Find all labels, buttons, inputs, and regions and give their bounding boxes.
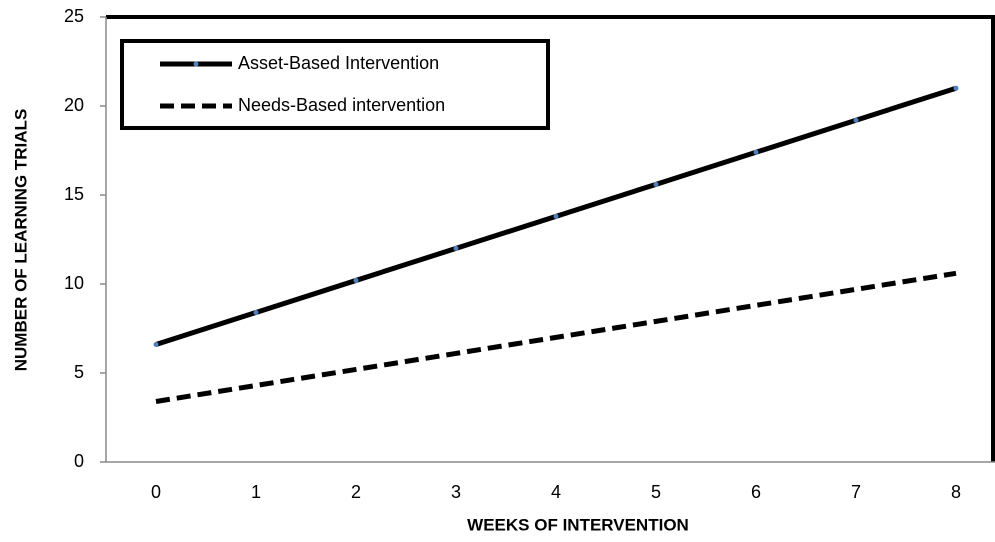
x-tick-label: 3 — [451, 482, 461, 502]
y-axis-label: NUMBER OF LEARNING TRIALS — [11, 109, 30, 372]
point — [553, 213, 559, 219]
x-axis-label: WEEKS OF INTERVENTION — [467, 515, 689, 534]
point — [653, 181, 659, 187]
y-tick-label: 20 — [64, 95, 84, 115]
y-tick-label: 25 — [64, 6, 84, 26]
legend-box — [120, 39, 550, 130]
y-tick-label: 0 — [74, 451, 84, 471]
point — [253, 309, 259, 315]
point — [453, 245, 459, 251]
x-tick-label: 1 — [251, 482, 261, 502]
series-line — [155, 270, 957, 404]
x-tick-label: 5 — [651, 482, 661, 502]
point — [153, 342, 159, 348]
point — [353, 277, 359, 283]
x-tick-label: 2 — [351, 482, 361, 502]
point — [853, 117, 859, 123]
x-tick-label: 4 — [551, 482, 561, 502]
y-tick-label: 15 — [64, 184, 84, 204]
point — [953, 85, 959, 91]
x-tick-label: 8 — [951, 482, 961, 502]
legend-label: Needs-Based intervention — [238, 95, 445, 115]
legend-marker — [193, 61, 199, 67]
x-tick-label: 6 — [751, 482, 761, 502]
x-tick-label: 7 — [851, 482, 861, 502]
legend-label: Asset-Based Intervention — [238, 53, 439, 73]
x-tick-label: 0 — [151, 482, 161, 502]
y-tick-label: 10 — [64, 273, 84, 293]
y-tick-label: 5 — [74, 362, 84, 382]
point — [753, 149, 759, 155]
